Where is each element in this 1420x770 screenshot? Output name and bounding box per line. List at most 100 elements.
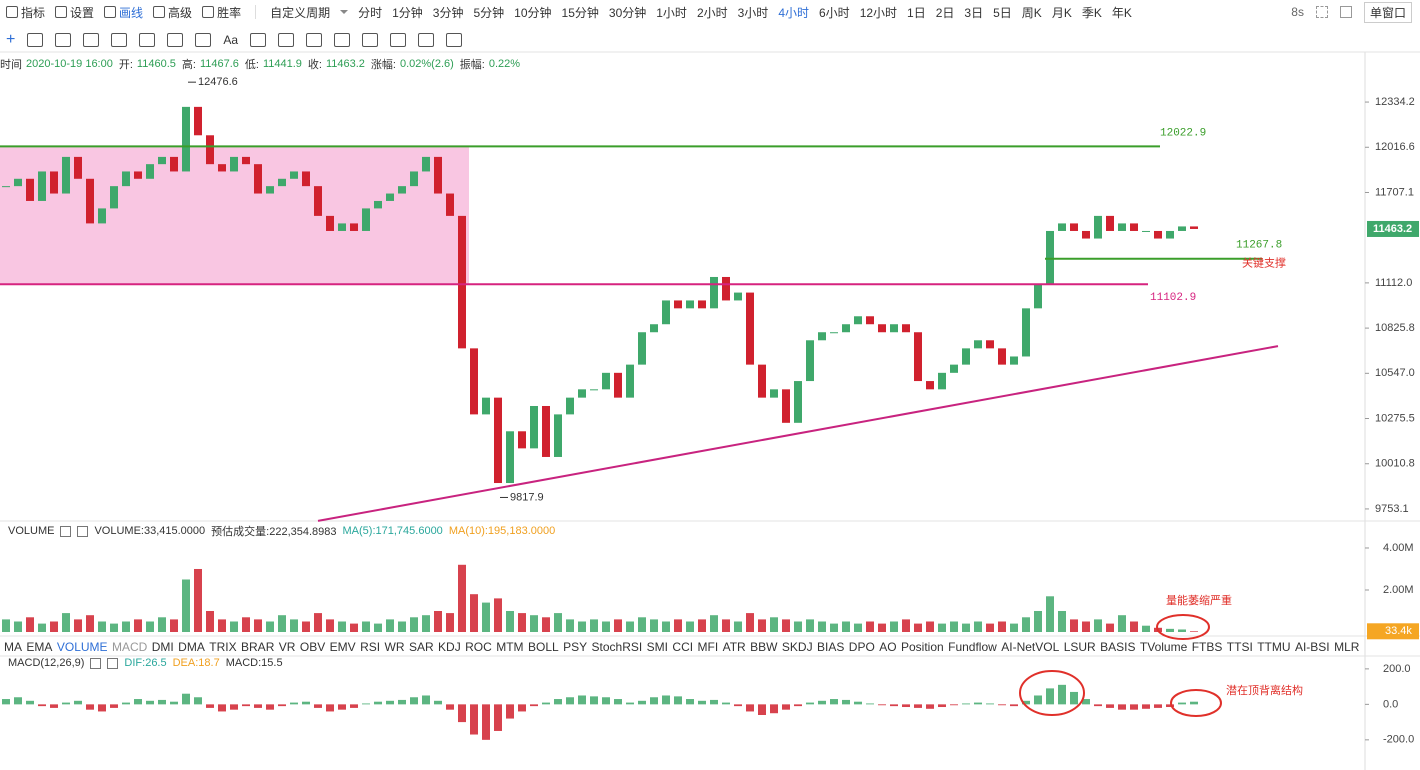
period-button[interactable]: 2小时 bbox=[696, 5, 728, 20]
period-button[interactable]: 2日 bbox=[935, 5, 955, 20]
indicator-tab[interactable]: KDJ bbox=[438, 639, 461, 654]
wave-icon[interactable] bbox=[167, 33, 184, 47]
fullscreen-icon[interactable] bbox=[1315, 6, 1328, 18]
bar bbox=[542, 702, 550, 705]
indicator-tab[interactable]: MACD bbox=[111, 639, 148, 654]
period-button[interactable]: 4小时 bbox=[778, 5, 809, 20]
period-button[interactable]: 1小时 bbox=[656, 5, 687, 20]
indicator-tab[interactable]: DPO bbox=[848, 639, 875, 654]
indicator-tab[interactable]: DMA bbox=[178, 639, 205, 654]
period-button[interactable]: 3小时 bbox=[737, 5, 769, 20]
indicator-tab[interactable]: FTBS bbox=[1191, 639, 1223, 654]
indicator-tab[interactable]: OBV bbox=[299, 639, 326, 654]
period-button[interactable]: 30分钟 bbox=[608, 5, 647, 20]
period-button[interactable]: 年K bbox=[1111, 5, 1132, 20]
indicator-tab[interactable]: MA bbox=[4, 639, 22, 654]
candle bbox=[38, 171, 46, 201]
indicator-tab[interactable]: CCI bbox=[672, 639, 694, 654]
screenshot-icon[interactable] bbox=[418, 33, 435, 47]
indicator-tab[interactable]: ATR bbox=[722, 639, 746, 654]
delete-icon[interactable] bbox=[446, 33, 463, 47]
indicator-tab[interactable]: MLR bbox=[1334, 639, 1360, 654]
indicator-tab[interactable]: TRIX bbox=[209, 639, 237, 654]
channel-icon[interactable] bbox=[83, 33, 100, 47]
period-button[interactable]: 5日 bbox=[993, 5, 1012, 20]
indicator-tab[interactable]: BOLL bbox=[527, 639, 559, 654]
close-box[interactable] bbox=[107, 657, 119, 669]
indicator-tab[interactable]: EMV bbox=[329, 639, 356, 654]
settings-box[interactable] bbox=[60, 525, 72, 537]
period-button[interactable]: 3日 bbox=[964, 5, 984, 20]
indicator-tab[interactable]: Fundflow bbox=[948, 639, 997, 654]
indicator-tab[interactable]: RSI bbox=[360, 639, 381, 654]
bar bbox=[866, 703, 874, 705]
toolbar-button[interactable]: 高级 bbox=[153, 4, 192, 21]
period-button[interactable]: 10分钟 bbox=[514, 5, 552, 20]
period-button[interactable]: 5分钟 bbox=[473, 5, 505, 20]
settings-box[interactable] bbox=[90, 657, 102, 669]
copy-icon[interactable] bbox=[390, 33, 407, 47]
period-button[interactable]: 月K bbox=[1051, 5, 1072, 20]
indicator-tab[interactable]: LSUR bbox=[1063, 639, 1096, 654]
bar bbox=[458, 564, 466, 632]
bar bbox=[350, 623, 358, 632]
measure-icon[interactable] bbox=[195, 33, 212, 47]
indicator-tab[interactable]: AI-BSI bbox=[1294, 639, 1330, 654]
period-button[interactable]: 15分钟 bbox=[561, 5, 599, 20]
indicator-tab[interactable]: ROC bbox=[465, 639, 492, 654]
period-button[interactable]: 1分钟 bbox=[392, 5, 423, 20]
candle bbox=[530, 405, 538, 449]
indicator-tab[interactable]: SMI bbox=[646, 639, 668, 654]
toolbar-button[interactable]: 设置 bbox=[55, 4, 94, 21]
custom-period[interactable]: 自定义周期 bbox=[270, 5, 331, 20]
candle bbox=[890, 324, 898, 333]
toolbar-button[interactable]: 画线 bbox=[104, 4, 143, 21]
indicator-tab[interactable]: VR bbox=[278, 639, 296, 654]
period-button[interactable]: 分时 bbox=[358, 5, 383, 20]
indicator-tab[interactable]: DMI bbox=[151, 639, 174, 654]
window-select[interactable]: 单窗口 bbox=[1363, 1, 1412, 23]
indicator-tab[interactable]: TTSI bbox=[1226, 639, 1253, 654]
indicator-tab[interactable]: AO bbox=[879, 639, 897, 654]
indicator-tab[interactable]: MTM bbox=[496, 639, 524, 654]
line-icon[interactable] bbox=[27, 33, 44, 47]
indicator-tab[interactable]: SKDJ bbox=[781, 639, 813, 654]
period-button[interactable]: 1日 bbox=[907, 5, 926, 20]
eraser-icon[interactable] bbox=[278, 33, 295, 47]
indicator-tab[interactable]: TVolume bbox=[1139, 639, 1188, 654]
pen-icon[interactable] bbox=[334, 33, 351, 47]
font-tool[interactable]: Aa bbox=[223, 33, 239, 47]
indicator-tab[interactable]: PSY bbox=[563, 639, 588, 654]
indicator-tab[interactable]: SAR bbox=[408, 639, 434, 654]
rect-icon[interactable] bbox=[111, 33, 128, 47]
indicator-tab[interactable]: MFI bbox=[697, 639, 719, 654]
period-button[interactable]: 12小时 bbox=[859, 5, 898, 20]
toolbar-button[interactable]: 胜率 bbox=[202, 4, 241, 21]
close-box[interactable] bbox=[77, 525, 89, 537]
period-button[interactable]: 6小时 bbox=[819, 5, 850, 20]
settings-icon[interactable] bbox=[1339, 6, 1352, 18]
indicator-tab[interactable]: Position bbox=[901, 639, 944, 654]
lock-icon[interactable] bbox=[362, 33, 379, 47]
magnet-icon[interactable] bbox=[250, 33, 267, 47]
indicator-tab[interactable]: TTMU bbox=[1257, 639, 1291, 654]
period-button[interactable]: 季K bbox=[1081, 5, 1102, 20]
indicator-tab[interactable]: BIAS bbox=[817, 639, 845, 654]
indicator-tab[interactable]: BASIS bbox=[1100, 639, 1136, 654]
period-button[interactable]: 3分钟 bbox=[432, 5, 464, 20]
crosshair-icon[interactable]: + bbox=[6, 31, 16, 48]
bar bbox=[806, 619, 814, 632]
fib-icon[interactable] bbox=[139, 33, 156, 47]
indicator-tab[interactable]: BRAR bbox=[241, 639, 275, 654]
bar bbox=[326, 704, 334, 712]
ray-icon[interactable] bbox=[55, 33, 72, 47]
indicator-tab[interactable]: WR bbox=[384, 639, 405, 654]
indicator-tab[interactable]: EMA bbox=[26, 639, 53, 654]
ruler-icon[interactable] bbox=[306, 33, 323, 47]
indicator-tab[interactable]: AI-NetVOL bbox=[1001, 639, 1060, 654]
indicator-tab[interactable]: StochRSI bbox=[591, 639, 643, 654]
indicator-tab[interactable]: BBW bbox=[750, 639, 778, 654]
period-button[interactable]: 周K bbox=[1021, 5, 1042, 20]
toolbar-button[interactable]: 指标 bbox=[6, 4, 45, 21]
indicator-tab[interactable]: VOLUME bbox=[56, 639, 108, 654]
